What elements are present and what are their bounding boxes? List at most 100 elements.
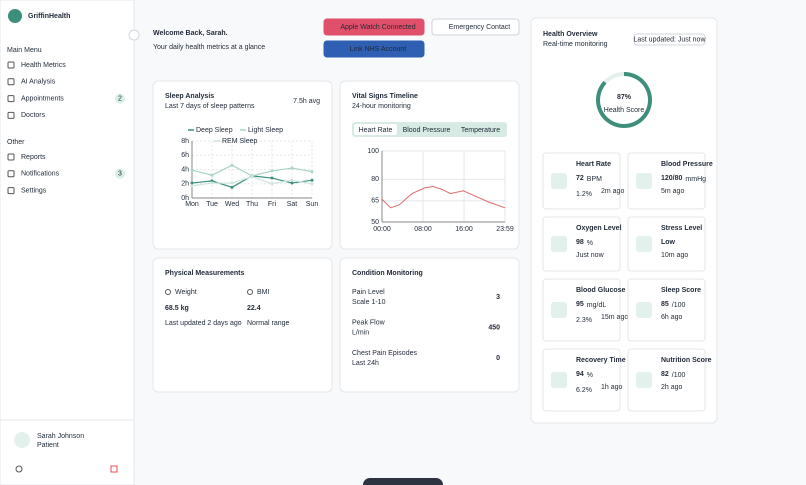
- metric-value: 120/80: [661, 175, 683, 182]
- menu-item: Appointments: [21, 95, 64, 102]
- metric-time: 15m ago: [601, 314, 628, 321]
- metric-value: 95: [576, 301, 584, 308]
- tab: Blood Pressure: [403, 127, 451, 134]
- logout[interactable]: [110, 465, 118, 473]
- point: [270, 169, 274, 173]
- y-tick-label: 50: [371, 219, 379, 226]
- metric-name: Sleep Score: [661, 287, 701, 294]
- condition-value: 0: [496, 355, 500, 362]
- metric-icon: [551, 302, 567, 318]
- updated-pill: [633, 33, 706, 46]
- point: [230, 181, 234, 185]
- button[interactable]: [323, 18, 425, 36]
- condition-value: 3: [496, 294, 500, 301]
- line: [381, 185, 506, 209]
- metric-card: [627, 278, 706, 342]
- menu-item: Notifications: [21, 171, 60, 178]
- point: [290, 178, 294, 182]
- metric-name: Nutrition Score: [661, 357, 712, 364]
- metric-unit: /100: [672, 372, 686, 379]
- metric-unit: BPM: [587, 176, 602, 183]
- menu-icon: [7, 187, 15, 195]
- card-subtitle: Real-time monitoring: [543, 41, 608, 48]
- page-subtitle: Your daily health metrics at a glance: [153, 44, 265, 51]
- brand: GriffinHealth: [28, 13, 70, 20]
- user-role: Patient: [37, 442, 59, 449]
- collapse-button[interactable]: [128, 29, 140, 41]
- point: [290, 181, 294, 185]
- menu-icon: [7, 153, 15, 161]
- score-caption: Health Score: [604, 107, 645, 114]
- metric-icon: [551, 372, 567, 388]
- condition-card: [339, 257, 520, 393]
- menu-item: Reports: [21, 154, 46, 161]
- point: [270, 176, 274, 180]
- toolbar: [363, 478, 443, 485]
- theme-toggle[interactable]: [15, 465, 23, 473]
- button[interactable]: [431, 18, 520, 36]
- metric-card: [627, 152, 706, 210]
- metric-name: Oxygen Level: [576, 225, 622, 232]
- condition-name: Pain Level: [352, 289, 385, 296]
- metric-time: 2m ago: [601, 188, 624, 195]
- condition-value: 450: [488, 324, 500, 331]
- point: [190, 184, 194, 188]
- point: [190, 181, 194, 185]
- card-title: Condition Monitoring: [352, 270, 423, 277]
- x-tick-label: 23:59: [496, 226, 514, 233]
- metric-value: 94: [576, 371, 584, 378]
- point: [230, 163, 234, 167]
- button-label: Emergency Contact: [449, 24, 511, 31]
- metric-card: [542, 216, 621, 272]
- user-name: Sarah Johnson: [37, 433, 84, 440]
- y-tick-label: 0h: [181, 195, 189, 202]
- condition-note: Scale 1-10: [352, 299, 386, 306]
- x-tick-label: Thu: [246, 201, 258, 208]
- menu-item: Doctors: [21, 112, 46, 119]
- measure-note: Normal range: [247, 320, 290, 327]
- metric-name: Stress Level: [661, 225, 702, 232]
- metric-icon: [636, 302, 652, 318]
- legend-label: REM Sleep: [222, 138, 258, 145]
- point: [190, 168, 194, 172]
- point: [250, 175, 254, 179]
- metric-time: Just now: [576, 252, 605, 259]
- metric-change: 1.2%: [576, 191, 592, 198]
- metric-icon: [636, 236, 652, 252]
- metric-time: 2h ago: [661, 384, 683, 391]
- metric-icon: [636, 372, 652, 388]
- sleep-card: [152, 80, 333, 250]
- y-tick-label: 100: [367, 148, 379, 155]
- menu-icon: [7, 111, 15, 119]
- metric-card: [627, 216, 706, 272]
- y-tick-label: 65: [371, 198, 379, 205]
- menu-item: AI Analysis: [21, 79, 56, 86]
- card-title: Health Overview: [543, 31, 598, 38]
- sidebar: [0, 0, 135, 485]
- metric-change: 6.2%: [576, 387, 592, 394]
- menu-item: Health Metrics: [21, 62, 66, 69]
- updated: Last updated: Just now: [634, 36, 707, 43]
- metric-unit: mmHg: [685, 176, 706, 183]
- badge-count: 2: [118, 95, 122, 102]
- point: [310, 182, 314, 186]
- condition-note: Last 24h: [352, 360, 379, 367]
- tab-active[interactable]: [354, 124, 397, 135]
- menu-icon: [7, 95, 15, 103]
- x-tick-label: Wed: [225, 201, 239, 208]
- x-tick-label: Mon: [185, 201, 199, 208]
- card-title: Physical Measurements: [165, 270, 244, 277]
- metric-value: 98: [576, 239, 584, 246]
- metric-icon: [551, 236, 567, 252]
- score-value: 87%: [617, 94, 632, 101]
- metric-name: Heart Rate: [576, 161, 611, 168]
- metric-icon: [551, 173, 567, 189]
- measure-value: 22.4: [247, 305, 261, 312]
- sleep-average: 7.5h avg: [293, 98, 320, 105]
- menu-icon: [7, 170, 15, 178]
- legend-label: Light Sleep: [248, 127, 283, 134]
- x-tick-label: Sat: [287, 201, 298, 208]
- button[interactable]: [323, 40, 425, 58]
- section-label: Other: [7, 139, 25, 146]
- y-tick-label: 4h: [181, 166, 189, 173]
